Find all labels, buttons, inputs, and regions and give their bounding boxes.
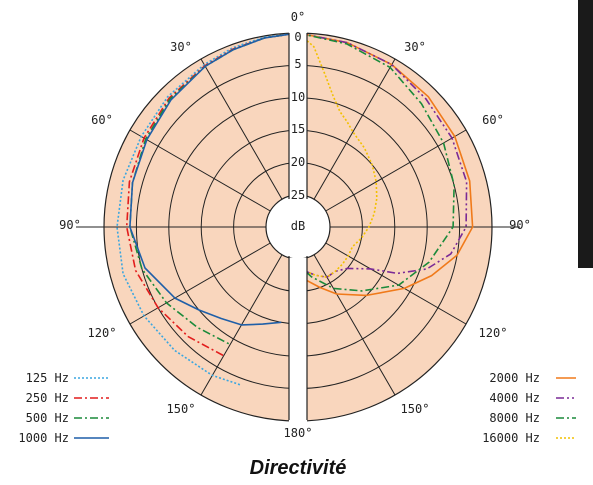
legend-label-1000: 1000 Hz xyxy=(18,431,69,445)
radial-tick-5: 5 xyxy=(294,57,301,71)
legend-label-4000: 4000 Hz xyxy=(489,391,540,405)
angle-label-120-left: 120° xyxy=(88,326,117,340)
grid-spoke-150-right xyxy=(313,254,396,396)
angle-label-60-right: 60° xyxy=(482,113,504,127)
legend-label-500: 500 Hz xyxy=(26,411,69,425)
legend-label-16000: 16000 Hz xyxy=(482,431,540,445)
angle-label-180: 180° xyxy=(284,426,313,440)
curves xyxy=(116,32,474,386)
grid-spoke-120-left xyxy=(129,242,271,325)
angle-label-30-right: 30° xyxy=(404,40,426,54)
series-125-hz xyxy=(116,32,299,386)
legend-left: 125 Hz 250 Hz 500 Hz 1000 Hz xyxy=(18,371,109,445)
legend-label-2000: 2000 Hz xyxy=(489,371,540,385)
polar-chart: 0 5 10 15 20 25 dB 0° 30° 30° 60° 60° 90… xyxy=(18,10,576,479)
legend-label-250: 250 Hz xyxy=(26,391,69,405)
legend-right: 2000 Hz 4000 Hz 8000 Hz 16000 Hz xyxy=(482,371,576,445)
radial-tick-10: 10 xyxy=(291,90,305,104)
side-bar xyxy=(578,0,593,268)
angle-label-150-left: 150° xyxy=(167,402,196,416)
angle-label-120-right: 120° xyxy=(479,326,508,340)
unit-label: dB xyxy=(291,219,305,233)
angle-label-90-right: 90° xyxy=(509,218,531,232)
radial-tick-15: 15 xyxy=(291,122,305,136)
grid-spoke-30-left xyxy=(200,58,283,200)
series-1000-hz xyxy=(129,32,299,326)
grid-spoke-120-right xyxy=(325,242,467,325)
overlay xyxy=(265,28,331,426)
radial-tick-20: 20 xyxy=(291,155,305,169)
angle-label-60-left: 60° xyxy=(91,113,113,127)
grid-spoke-60-right xyxy=(325,129,467,212)
series-4000-hz xyxy=(297,32,468,278)
series-8000-hz xyxy=(297,32,455,292)
angle-label-90-left: 90° xyxy=(59,218,81,232)
top-slot xyxy=(289,28,307,198)
grid-spoke-60-left xyxy=(129,129,271,212)
chart-title: Directivité xyxy=(250,457,347,479)
legend-label-125: 125 Hz xyxy=(26,371,69,385)
angle-label-150-right: 150° xyxy=(401,402,430,416)
radial-tick-25: 25 xyxy=(291,188,305,202)
angle-label-30-left: 30° xyxy=(170,40,192,54)
radial-tick-0: 0 xyxy=(294,30,301,44)
angle-label-0: 0° xyxy=(291,10,305,24)
bottom-slot xyxy=(289,258,307,426)
legend-label-8000: 8000 Hz xyxy=(489,411,540,425)
grid-spoke-30-right xyxy=(313,58,396,200)
